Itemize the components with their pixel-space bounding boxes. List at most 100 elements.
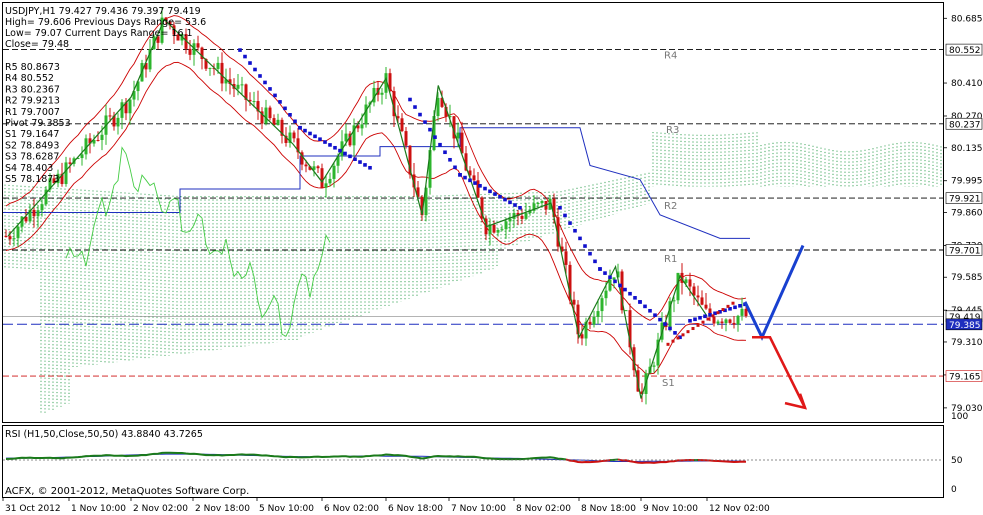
candle-body [360,124,364,129]
candle-body [692,286,696,296]
candle-body [528,210,532,214]
psar-dot [328,143,332,147]
price-marker-box [945,244,983,256]
candle-body [380,92,384,95]
candle-body [268,107,272,119]
candle-body [204,59,208,69]
candle-body [40,204,44,211]
chikou-span [65,146,331,337]
candle-body [296,138,300,153]
psar-dot [668,326,672,331]
candle-body [88,138,92,144]
kijun-line [3,127,750,239]
header-line-1: USDJPY,H1 79.427 79.436 79.397 79.419 [5,6,201,17]
header-line-4: Close= 79.48 [5,39,69,50]
candle-body [176,34,180,41]
time-tick-label: 1 Nov 10:00 [71,504,126,514]
candle-body [96,139,100,141]
time-tick-label: 2 Nov 02:00 [133,504,188,514]
time-tick-label: 12 Nov 02:00 [709,504,770,514]
psar-dot [288,113,292,117]
candle-body [580,334,584,339]
psar-dot [408,97,412,102]
psar-dot [268,87,272,91]
psar-dot [263,80,267,85]
psar-dot [318,137,322,141]
psar-dot [313,134,317,139]
candle-body [496,230,500,233]
psar-dot [623,287,627,292]
candle-body [80,154,84,159]
candle-body [336,156,340,166]
price-marker-label: 79.921 [949,195,981,205]
candle-body [604,290,608,299]
candle-body [480,197,484,219]
psar-dot [648,308,652,313]
candle-body [444,106,448,117]
psar-dot [448,157,452,162]
psar-dot [323,140,327,144]
candle-body [732,322,736,325]
psar-dot [671,339,675,343]
candle-body [640,391,644,394]
candle-body [244,84,248,100]
zigzag [7,18,708,399]
candle-body [556,217,560,247]
psar-dot [308,131,312,136]
psar-dot [468,178,472,183]
candle-body [280,119,284,136]
psar-dot [658,317,662,322]
psar-dot [708,312,712,317]
psar-dot [686,330,690,334]
candle-body [288,132,292,143]
forecast-arrows [743,244,808,410]
candle-body [708,308,712,317]
time-tick-label: 6 Nov 18:00 [388,504,443,514]
candle-body [452,116,456,139]
psar-dot [583,244,587,248]
rsi-label: RSI (H1,50,Close,50,50) 43.8840 43.7265 [5,429,203,440]
candle-body [356,125,360,129]
psar-dot [348,154,352,159]
candle-body [728,319,732,323]
psar-dot [666,342,670,346]
price-marker-label: 79.419 [949,313,981,323]
candle-body [712,316,716,324]
psar-dot [598,267,602,271]
candle-body [744,308,748,317]
price-tick-label: 79.310 [951,338,983,348]
psar-dot [498,195,502,199]
psar-dot [238,48,242,52]
psar-dot [733,305,737,310]
psar-dot [588,251,592,256]
candle-body [348,133,352,146]
candle-body [128,99,132,114]
candle-body [552,198,556,218]
psar-dot [438,142,442,147]
price-marker-label: 80.237 [949,120,981,130]
price-tick-label: 79.860 [951,209,983,219]
psar-dot [628,291,632,296]
price-tick-label: 80.135 [951,144,983,154]
psar-dot [593,259,597,264]
candle-body [564,251,568,265]
candle-body [736,315,740,325]
kijun-sen [3,127,750,239]
candle-body [560,246,564,252]
candle-body [136,81,140,92]
psar-dot [718,309,722,314]
psar-dot [338,148,342,153]
candle-body [188,48,192,55]
psar-dot [711,314,715,318]
psar-dot [618,283,622,288]
pivot-list-item: R2 79.9213 [5,96,60,107]
parabolic-sar [238,48,747,346]
candle-body [32,209,36,217]
psar-dot [433,135,437,139]
candle-body [200,47,204,60]
candle-body [384,73,388,93]
candle-body [532,203,536,211]
psar-dot [473,181,477,185]
candle-body [592,316,596,325]
